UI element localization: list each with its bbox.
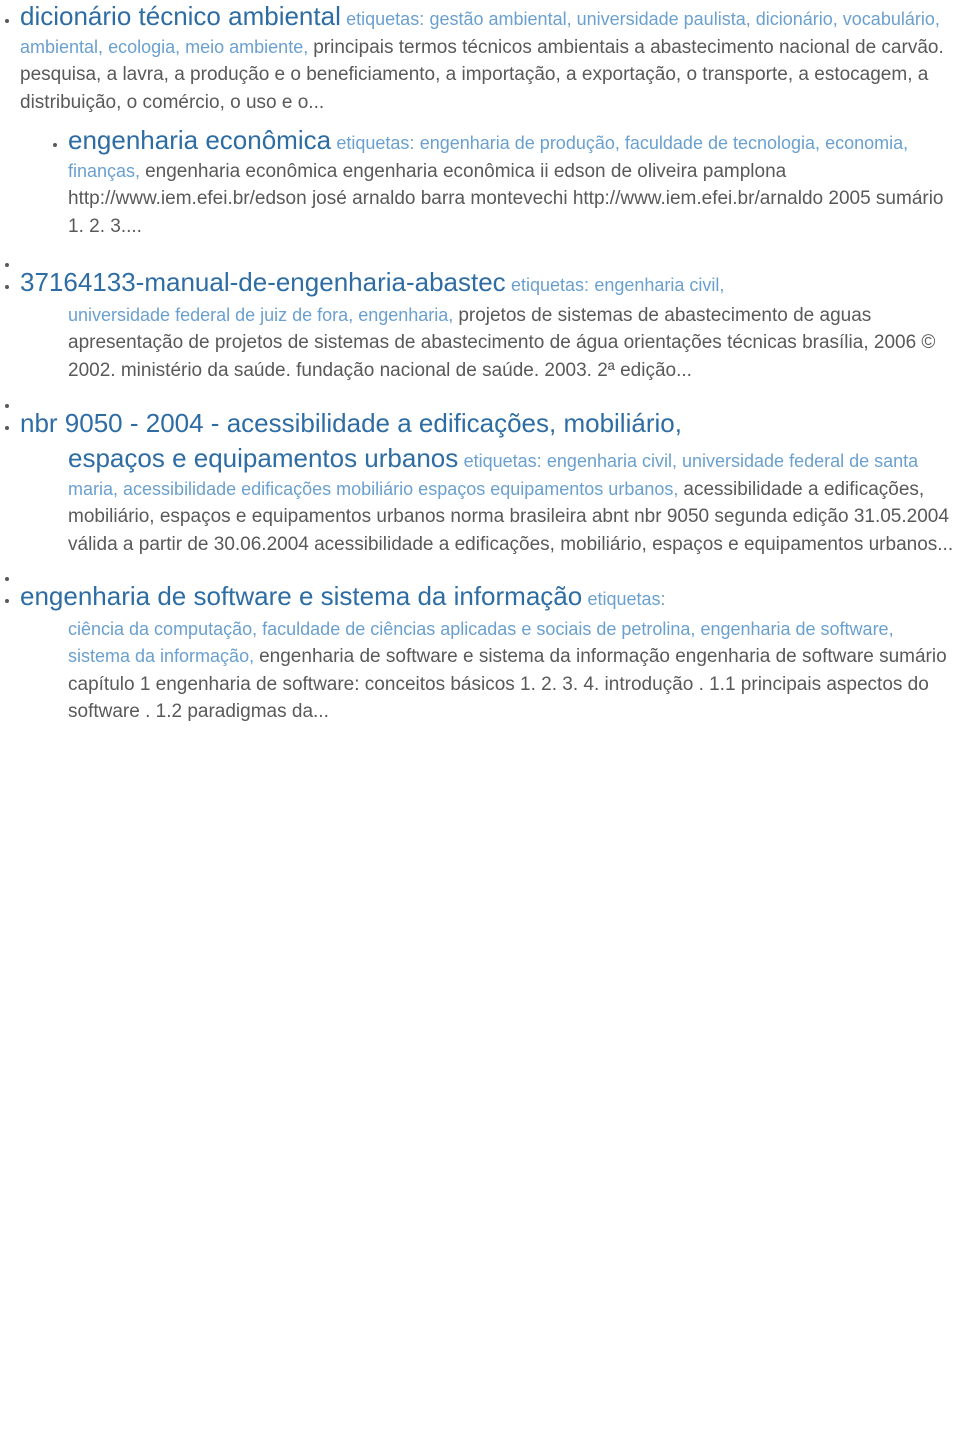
tag-link[interactable]: ciência da computação	[68, 619, 252, 639]
tag-link[interactable]: engenharia de produção	[420, 133, 615, 153]
result-title-link[interactable]: dicionário técnico ambiental	[20, 1, 341, 31]
result-item: dicionário técnico ambiental etiquetas: …	[20, 0, 960, 240]
tag-link[interactable]: finanças	[68, 161, 135, 181]
tags-label: etiquetas:	[464, 451, 542, 471]
result-title-link-cont[interactable]: espaços e equipamentos urbanos	[68, 443, 458, 473]
tag-link[interactable]: engenharia civil	[594, 275, 719, 295]
indented-content: universidade federal de juiz de fora, en…	[20, 302, 960, 385]
tag-link[interactable]: universidade federal de juiz de fora	[68, 305, 348, 325]
tags-label: etiquetas:	[511, 275, 589, 295]
result-item: engenharia econômica etiquetas: engenhar…	[68, 124, 960, 240]
empty-bullet	[20, 391, 960, 401]
tag-link[interactable]: ambiental	[20, 37, 98, 57]
search-results-list: dicionário técnico ambiental etiquetas: …	[0, 0, 960, 726]
result-title-link[interactable]: engenharia econômica	[68, 125, 331, 155]
tag-link[interactable]: faculdade de ciências aplicadas e sociai…	[262, 619, 690, 639]
tag-link[interactable]: ecologia	[108, 37, 175, 57]
tags-label: etiquetas:	[336, 133, 414, 153]
tags-label: etiquetas:	[588, 589, 666, 609]
result-item: nbr 9050 - 2004 - acessibilidade a edifi…	[20, 407, 960, 559]
tag-link[interactable]: economia	[825, 133, 903, 153]
tag-link[interactable]: sistema da informação	[68, 646, 249, 666]
inner-list: engenharia econômica etiquetas: engenhar…	[20, 124, 960, 240]
empty-bullet	[20, 250, 960, 260]
tag-link[interactable]: acessibilidade edificações mobiliário es…	[123, 479, 673, 499]
tag-link[interactable]: meio ambiente	[185, 37, 303, 57]
result-title-link[interactable]: 37164133-manual-de-engenharia-abastec	[20, 267, 506, 297]
tag-link[interactable]: gestão ambiental	[429, 9, 566, 29]
result-item: 37164133-manual-de-engenharia-abastec et…	[20, 266, 960, 384]
tag-link[interactable]: faculdade de tecnologia	[625, 133, 815, 153]
indented-content: ciência da computação, faculdade de ciên…	[20, 616, 960, 726]
result-title-link[interactable]: engenharia de software e sistema da info…	[20, 581, 582, 611]
tags-label: etiquetas:	[346, 9, 424, 29]
tag-link[interactable]: dicionário	[756, 9, 833, 29]
empty-bullet	[20, 564, 960, 574]
result-title-link[interactable]: nbr 9050 - 2004 - acessibilidade a edifi…	[20, 408, 682, 438]
tag-link[interactable]: engenharia civil	[547, 451, 672, 471]
indented-content: espaços e equipamentos urbanos etiquetas…	[20, 442, 960, 558]
tag-link[interactable]: engenharia de software	[700, 619, 888, 639]
tag-link[interactable]: vocabulário	[843, 9, 935, 29]
result-item: engenharia de software e sistema da info…	[20, 580, 960, 726]
tag-link[interactable]: universidade paulista	[577, 9, 746, 29]
tag-link[interactable]: engenharia	[358, 305, 448, 325]
result-description: engenharia econômica engenharia econômic…	[68, 161, 944, 237]
